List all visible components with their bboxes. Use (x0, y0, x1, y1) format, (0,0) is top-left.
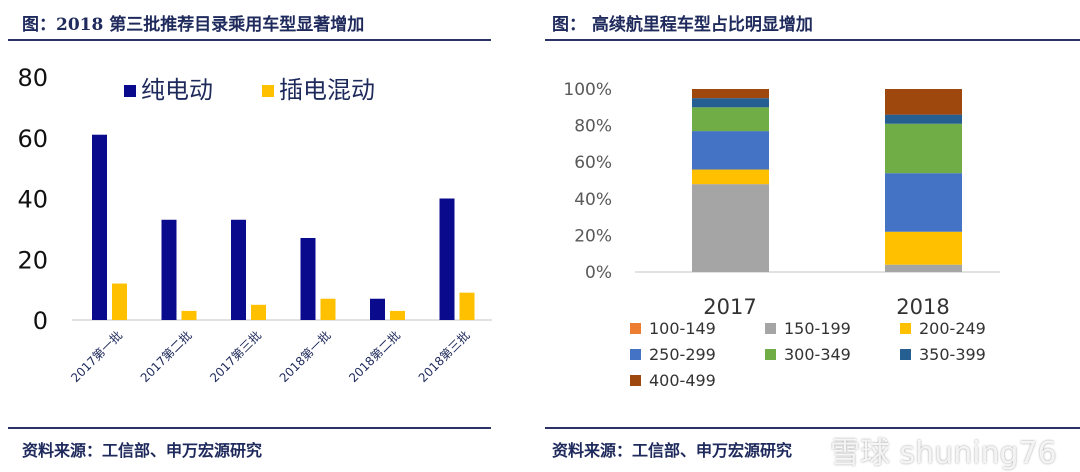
stack-segment-200-249-2017 (692, 169, 769, 185)
stack-segment-300-349-2018 (885, 123, 962, 174)
right-chart-title: 图： 高续航里程车型占比明显增加 (552, 15, 813, 35)
left-chart-title: 图：2018 第三批推荐目录乘用车型显著增加 (22, 15, 365, 35)
bar-纯电动-2018第一批 (300, 237, 316, 320)
y-tick-label: 0 (33, 307, 48, 335)
watermark: 雪球 shuning76 (830, 436, 1057, 471)
legend-label: 250-299 (649, 345, 716, 364)
legend-swatch (765, 349, 776, 360)
right-source-rule (545, 427, 1080, 429)
left-title-rule (8, 39, 491, 41)
legend-swatch (630, 323, 641, 334)
legend-label: 纯电动 (141, 76, 213, 104)
y-tick-label: 40 (17, 186, 48, 214)
stack-segment-400-499-2017 (692, 89, 769, 99)
stack-segment-250-299-2017 (692, 131, 769, 170)
legend-swatch (900, 323, 911, 334)
y-tick-label: 0% (585, 263, 612, 283)
right-title-rule (545, 39, 1080, 41)
y-tick-label: 80% (574, 117, 612, 137)
stack-segment-350-399-2017 (692, 98, 769, 108)
bar-纯电动-2017第一批 (92, 134, 107, 320)
bar-插电混动-2017第三批 (251, 304, 266, 320)
y-tick-label: 60% (574, 153, 612, 173)
stack-segment-150-199-2017 (692, 184, 769, 272)
legend-label: 150-199 (784, 319, 851, 338)
y-tick-label: 100% (563, 80, 612, 100)
bar-插电混动-2018第一批 (320, 298, 336, 320)
legend-swatch (630, 349, 641, 360)
stack-segment-300-349-2017 (692, 107, 769, 132)
x-tick-label: 2018第三批 (415, 328, 473, 386)
left-source-rule (8, 427, 491, 429)
legend-label: 插电混动 (279, 76, 375, 104)
y-tick-label: 80 (17, 64, 48, 92)
legend-label: 300-349 (784, 345, 851, 364)
y-tick-label: 60 (17, 125, 48, 153)
legend-swatch (630, 375, 641, 386)
legend-swatch (262, 85, 274, 97)
bar-纯电动-2017第二批 (161, 219, 177, 320)
stack-segment-400-499-2018 (885, 89, 962, 115)
x-tick-label: 2017第一批 (67, 328, 125, 386)
legend-label: 200-249 (919, 319, 986, 338)
y-tick-label: 20% (574, 226, 612, 246)
x-tick-label: 2017第三批 (206, 328, 264, 386)
right-source: 资料来源：工信部、申万宏源研究 (552, 441, 793, 460)
x-tick-label: 2017 (703, 295, 756, 319)
bar-纯电动-2017第三批 (231, 219, 246, 320)
y-tick-label: 20 (17, 246, 48, 274)
legend-swatch (124, 85, 136, 97)
stack-segment-350-399-2018 (885, 114, 962, 124)
legend-label: 350-399 (919, 345, 986, 364)
legend-label: 100-149 (649, 319, 716, 338)
legend-swatch (900, 349, 911, 360)
bar-插电混动-2017第二批 (181, 310, 197, 320)
stack-segment-150-199-2018 (885, 264, 962, 272)
x-tick-label: 2017第二批 (137, 328, 195, 386)
x-tick-label: 2018第一批 (276, 328, 334, 386)
stack-segment-200-249-2018 (885, 231, 962, 265)
bar-纯电动-2018第二批 (370, 298, 385, 320)
left-source: 资料来源：工信部、申万宏源研究 (22, 441, 263, 460)
legend-swatch (765, 323, 776, 334)
bar-插电混动-2017第一批 (112, 283, 127, 320)
x-tick-label: 2018第二批 (345, 328, 403, 386)
bar-插电混动-2018第二批 (390, 310, 405, 320)
legend-label: 400-499 (649, 371, 716, 390)
bar-纯电动-2018第三批 (439, 198, 455, 320)
y-tick-label: 40% (574, 190, 612, 210)
stack-segment-250-299-2018 (885, 173, 962, 232)
bar-插电混动-2018第三批 (459, 292, 475, 320)
x-tick-label: 2018 (896, 295, 949, 319)
